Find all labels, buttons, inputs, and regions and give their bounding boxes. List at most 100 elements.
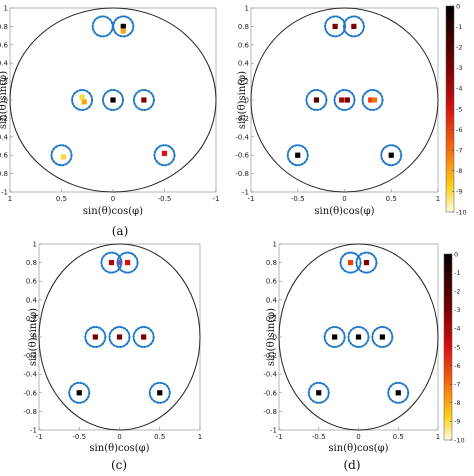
y-tick-label: -1	[1, 189, 8, 197]
y-tick-label: -0.6	[235, 152, 249, 160]
target-marker	[84, 326, 107, 348]
x-tick-label: -1	[276, 433, 283, 441]
colorbar-tick-label: -10	[454, 436, 465, 444]
y-tick-label: 0	[245, 97, 249, 105]
data-point	[344, 97, 350, 103]
y-tick-label: 0.8	[26, 259, 37, 267]
y-tick-label: 1	[245, 5, 249, 13]
y-tick-label: -0.2	[23, 352, 37, 360]
data-point	[124, 260, 131, 266]
colorbar-tick-label: -7	[454, 381, 460, 389]
y-tick-label: 0.4	[0, 60, 9, 68]
y-tick-label: -0.8	[0, 170, 8, 178]
colorbar-tick-label: -4	[456, 85, 462, 93]
data-point	[339, 97, 345, 103]
data-point	[79, 94, 85, 100]
x-axis-label: sin(θ)cos(φ)	[89, 443, 149, 454]
y-tick-label: 0.2	[0, 78, 8, 86]
data-point	[379, 334, 385, 340]
data-point	[313, 97, 320, 103]
data-point	[81, 99, 87, 105]
x-tick-label: -1	[36, 433, 43, 441]
y-tick-label: 0.8	[238, 23, 249, 31]
x-axis-label: sin(θ)cos(φ)	[83, 206, 143, 217]
colorbar-tick-label: -5	[454, 343, 460, 351]
panel-1: 10.50-0.5-110.80.60.40.20-0.2-0.4-0.6-0.…	[0, 5, 219, 239]
y-tick-label: -0.4	[263, 371, 277, 379]
y-axis-label: sin(θ)sin(φ)	[28, 308, 39, 366]
y-tick-label: 1	[273, 241, 277, 249]
data-point	[332, 23, 338, 29]
colorbar-tick-label: -8	[454, 399, 460, 407]
x-tick-label: 1	[436, 195, 440, 203]
colorbar-tick-label: -3	[456, 64, 462, 72]
colorbar-tick-label: -9	[454, 418, 460, 426]
data-point	[157, 390, 163, 396]
target-marker	[132, 89, 155, 111]
target-marker	[102, 89, 124, 111]
colorbar-tick-label: -5	[456, 105, 462, 113]
x-tick-label: 0.5	[154, 433, 165, 441]
y-tick-label: -0.4	[235, 133, 249, 141]
y-tick-label: -1	[270, 427, 277, 435]
y-tick-label: 0.4	[26, 296, 38, 304]
x-tick-label: 0	[356, 433, 360, 441]
y-tick-label: -0.6	[263, 389, 277, 397]
target-marker	[71, 89, 94, 111]
x-tick-label: 0.5	[386, 195, 397, 203]
target-marker	[380, 144, 403, 167]
y-tick-label: -0.2	[0, 115, 8, 123]
colorbar-tick-label: -10	[456, 208, 467, 216]
target-marker	[305, 89, 328, 111]
x-tick-label: -0.5	[291, 195, 305, 203]
y-tick-label: -0.4	[0, 133, 9, 141]
y-tick-label: 0.2	[238, 78, 249, 86]
target-marker	[361, 89, 384, 111]
y-tick-label: 0.6	[238, 41, 250, 49]
y-tick-label: -0.8	[23, 408, 37, 416]
data-point	[141, 97, 147, 103]
x-tick-label: 0.5	[393, 433, 404, 441]
y-tick-label: -0.2	[263, 352, 277, 360]
y-tick-label: -0.8	[263, 408, 277, 416]
data-point	[316, 390, 322, 396]
colorbar-tick-label: -6	[454, 362, 460, 370]
colorbar-tick-label: -7	[456, 147, 462, 155]
target-marker	[387, 381, 410, 404]
data-point	[295, 152, 301, 158]
panel-2: -1 -0.5 0 0.5 1 1 0.8 0.6 0.4 0.2 0 -0.2 -0.4 -0.6 -0.…	[235, 2, 466, 261]
data-point	[332, 334, 338, 340]
y-tick-label: 0	[33, 334, 37, 342]
y-tick-label: -1	[242, 189, 249, 197]
data-point	[347, 260, 354, 266]
x-tick-label: -1	[248, 195, 255, 203]
target-marker	[112, 15, 135, 38]
colorbar-tick-label: -2	[456, 44, 462, 52]
x-tick-label: -0.5	[72, 433, 86, 441]
x-tick-label: 1	[8, 195, 12, 203]
panel-caption: (c)	[111, 458, 127, 472]
y-axis-label: sin(θ)sin(φ)	[0, 71, 9, 129]
target-marker	[371, 326, 394, 348]
colorbar-tick-label: -4	[454, 325, 460, 333]
y-tick-label: 0.2	[26, 315, 37, 323]
x-tick-label: -0.5	[158, 195, 172, 203]
y-axis-label: sin(θ)sin(φ)	[266, 308, 277, 366]
y-tick-label: -0.2	[235, 115, 249, 123]
data-point	[116, 260, 123, 266]
data-point	[120, 23, 126, 29]
y-tick-label: 0.6	[0, 41, 9, 49]
y-tick-label: -0.6	[23, 389, 37, 397]
colorbar-tick-label: 0	[454, 250, 458, 258]
target-marker	[68, 381, 91, 404]
y-tick-label: 0	[4, 97, 8, 105]
y-tick-label: 0.2	[266, 315, 277, 323]
x-tick-label: 1	[436, 433, 440, 441]
data-point	[120, 28, 126, 34]
colorbar: 0 -1 -2 -3 -4 -5 -6 -7 -8 -9 -10	[443, 250, 465, 444]
x-tick-label: 0	[111, 195, 115, 203]
colorbar-tick-label: -2	[454, 288, 460, 296]
data-point	[116, 334, 123, 340]
panel-caption: (d)	[343, 458, 360, 472]
